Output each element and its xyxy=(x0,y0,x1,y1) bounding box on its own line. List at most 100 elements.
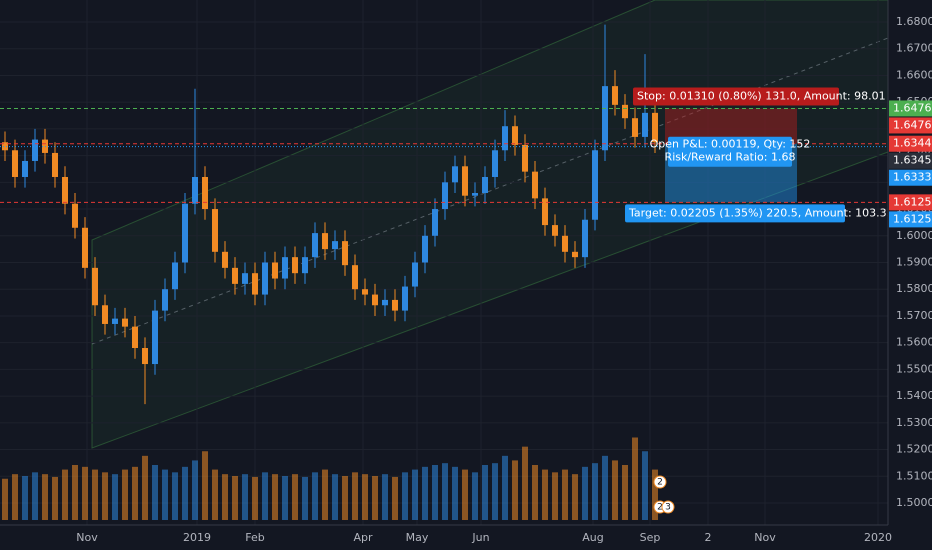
annotation: Open P&L: 0.00119, Qty: 152 xyxy=(650,138,811,151)
candle-body xyxy=(512,126,518,145)
volume-bar xyxy=(582,466,588,520)
candle-body xyxy=(202,176,208,210)
volume-bar xyxy=(442,463,448,520)
candle-body xyxy=(122,318,128,327)
candle-body xyxy=(362,289,368,295)
candle-body xyxy=(252,273,258,295)
y-tick-label: 1.55000 xyxy=(896,362,932,375)
candle-body xyxy=(372,294,378,306)
channel-midline xyxy=(91,37,889,345)
x-tick-label: Sep xyxy=(640,531,661,544)
candle-body xyxy=(32,139,38,161)
grid xyxy=(0,0,888,525)
volume-bar xyxy=(592,463,598,520)
candle-body xyxy=(542,198,548,226)
volume-bar xyxy=(12,474,18,520)
volume-bar xyxy=(142,455,148,520)
volume-bar xyxy=(332,474,338,520)
y-tick-label: 1.57000 xyxy=(896,309,932,322)
volume-bar xyxy=(22,476,28,520)
candle-body xyxy=(192,176,198,204)
volume xyxy=(2,437,658,520)
x-tick-label: 2 xyxy=(705,531,712,544)
event-badge xyxy=(653,475,667,489)
candle-body xyxy=(612,86,618,105)
candle-body xyxy=(152,310,158,365)
annotation-box xyxy=(633,87,839,106)
volume-bar xyxy=(302,476,308,520)
volume-bar xyxy=(572,474,578,520)
candle-body xyxy=(492,150,498,177)
event-badge xyxy=(661,500,675,514)
volume-bar xyxy=(522,446,528,520)
candle-body xyxy=(452,166,458,183)
candle-body xyxy=(322,233,328,250)
candle-body xyxy=(582,219,588,258)
y-tick-label: 1.54000 xyxy=(896,389,932,402)
x-tick-label: May xyxy=(406,531,429,544)
x-tick-label: Apr xyxy=(353,531,373,544)
volume-bar xyxy=(382,474,388,520)
candle-body xyxy=(502,126,508,151)
volume-bar xyxy=(242,474,248,520)
y-tick-label: 1.60000 xyxy=(896,229,932,242)
candle-body xyxy=(162,289,168,311)
volume-bar xyxy=(512,460,518,520)
volume-bar xyxy=(252,476,258,520)
candle-body xyxy=(112,318,118,324)
x-tick-label: 2019 xyxy=(183,531,211,544)
volume-bar xyxy=(272,474,278,520)
volume-bar xyxy=(192,460,198,520)
volume-bar xyxy=(362,474,368,520)
axis-labels: 1.50000 1.51000 1.52000 1.53000 1.54000 1.550… xyxy=(76,15,932,544)
price-axis xyxy=(888,0,932,550)
candle-body xyxy=(92,267,98,306)
candle-body xyxy=(332,241,338,250)
candle-body xyxy=(522,144,528,172)
candle-body xyxy=(552,225,558,236)
volume-bar xyxy=(182,466,188,520)
volume-bar xyxy=(432,465,438,520)
price-tag-label: 1.61250 xyxy=(893,212,932,225)
candle-body xyxy=(242,273,248,284)
candle-body xyxy=(532,171,538,199)
volume-bar xyxy=(372,476,378,520)
annotation-box xyxy=(668,136,792,167)
candle-body xyxy=(232,267,238,284)
volume-bar xyxy=(2,478,8,520)
candle-body xyxy=(602,86,608,151)
volume-bar xyxy=(322,469,328,520)
candle-body xyxy=(352,265,358,290)
candle-body xyxy=(342,241,348,266)
annotation: Target: 0.02205 (1.35%) 220.5, Amount: 1… xyxy=(628,206,894,219)
candle-body xyxy=(272,262,278,279)
volume-bar xyxy=(552,472,558,520)
candle-body xyxy=(12,150,18,177)
y-tick-label: 1.66000 xyxy=(896,68,932,81)
candle-body xyxy=(142,348,148,365)
candle-body xyxy=(642,112,648,137)
volume-bar xyxy=(642,451,648,520)
volume-bar xyxy=(532,465,538,520)
volume-bar xyxy=(122,469,128,520)
volume-bar xyxy=(462,469,468,520)
volume-bar xyxy=(492,463,498,520)
annotation-box xyxy=(625,204,845,223)
candle-body xyxy=(62,176,68,204)
volume-bar xyxy=(352,472,358,520)
price-tag xyxy=(889,169,932,186)
candle-body xyxy=(382,299,388,306)
candle-body xyxy=(412,262,418,287)
annotation: Stop: 0.01310 (0.80%) 131.0, Amount: 98.… xyxy=(637,89,886,102)
y-tick-label: 1.50000 xyxy=(896,496,932,509)
volume-bar xyxy=(62,469,68,520)
candle-body xyxy=(102,305,108,324)
candle-body xyxy=(312,233,318,258)
volume-bar xyxy=(202,451,208,520)
y-tick-label: 1.58000 xyxy=(896,282,932,295)
price-tag-label: 1.61250 xyxy=(893,195,932,208)
candle-body xyxy=(392,299,398,311)
volume-bar xyxy=(482,465,488,520)
x-tick-label: Aug xyxy=(582,531,603,544)
candle-body xyxy=(302,257,308,274)
